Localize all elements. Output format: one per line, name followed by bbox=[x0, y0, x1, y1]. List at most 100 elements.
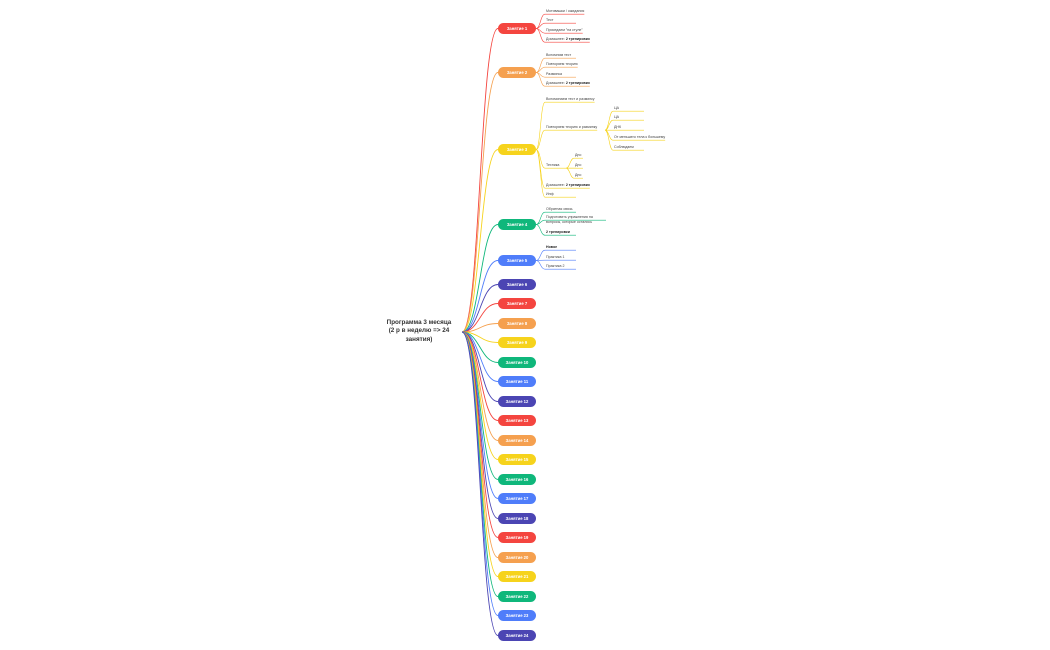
lesson-node-19[interactable]: Занятие 19 bbox=[498, 532, 536, 543]
lesson-node-22[interactable]: Занятие 22 bbox=[498, 591, 536, 602]
lesson-1-leaf-3[interactable]: Приседаем "на стуле" bbox=[546, 28, 583, 32]
lesson-1-leaf-1[interactable]: Мотивашки / ожидания bbox=[546, 9, 585, 13]
homework-prefix: Домашнее: bbox=[546, 37, 566, 41]
root-link-20 bbox=[461, 331, 499, 558]
lesson-node-14[interactable]: Занятие 14 bbox=[498, 435, 536, 446]
lesson-3-theory-child-2[interactable]: ЦА bbox=[614, 115, 620, 119]
lesson-3-theory-child-5[interactable]: Соблюдаем bbox=[614, 145, 634, 149]
root-link-1 bbox=[461, 28, 499, 333]
homework-bold: 2 тренировки bbox=[546, 230, 570, 234]
lesson-1-leaf-2-link bbox=[535, 22, 546, 29]
lesson-5-leaf-1-link bbox=[535, 249, 546, 261]
root-topic-line-3: занятия) bbox=[405, 335, 433, 343]
lesson-3-leaf-bottom-link bbox=[535, 149, 546, 198]
lesson-3-theory-child-5-link bbox=[604, 129, 614, 151]
lesson-3-technique-child-2[interactable]: Дно bbox=[575, 163, 582, 167]
homework-prefix: Домашнее: bbox=[546, 81, 566, 85]
lesson-node-21[interactable]: Занятие 21 bbox=[498, 571, 536, 582]
root-link-22 bbox=[461, 331, 499, 597]
lesson-2-leaf-2[interactable]: Повторяем теорию bbox=[546, 62, 578, 66]
lesson-node-18[interactable]: Занятие 18 bbox=[498, 513, 536, 524]
root-link-5 bbox=[461, 260, 499, 333]
lesson-node-24[interactable]: Занятие 24 bbox=[498, 630, 536, 641]
lesson-node-16[interactable]: Занятие 16 bbox=[498, 474, 536, 485]
lesson-3-leaf-top-link bbox=[535, 101, 546, 150]
homework-bold: 2 тренировки bbox=[565, 81, 590, 85]
root-link-10 bbox=[461, 331, 499, 363]
root-link-7 bbox=[461, 303, 499, 333]
lesson-1-leaf-1-link bbox=[535, 13, 546, 29]
lesson-3-technique-child-1-link bbox=[565, 157, 575, 169]
lesson-3-theory-child-1[interactable]: ЦА bbox=[614, 106, 620, 110]
lesson-3-theory-child-2-link bbox=[604, 119, 614, 131]
homework-bold: 2 тренировки bbox=[565, 37, 590, 41]
lesson-2-homework[interactable]: Домашнее: 2 тренировки bbox=[546, 81, 590, 86]
lesson-1-homework[interactable]: Домашнее: 2 тренировки bbox=[546, 37, 590, 42]
root-link-8 bbox=[461, 323, 499, 333]
root-topic[interactable]: Программа 3 месяца (2 р в неделю => 24 з… bbox=[378, 319, 460, 344]
lesson-4-homework[interactable]: 2 тренировки bbox=[546, 230, 570, 235]
lesson-2-leaf-3-link bbox=[535, 72, 546, 78]
lesson-4-homework-link bbox=[535, 224, 546, 236]
lesson-node-10[interactable]: Занятие 10 bbox=[498, 357, 536, 368]
lesson-5-leaf-3[interactable]: Практика 2 bbox=[546, 264, 565, 268]
root-link-9 bbox=[461, 331, 499, 343]
root-link-23 bbox=[461, 331, 499, 616]
lesson-3-theory-child-4[interactable]: От меньшего тела к большему bbox=[614, 135, 666, 139]
lesson-2-leaf-3[interactable]: Разминка bbox=[546, 72, 562, 76]
lesson-4-leaf-2[interactable]: Подготовить упражнения на вопросы, котор… bbox=[546, 215, 593, 224]
lesson-node-20[interactable]: Занятие 20 bbox=[498, 552, 536, 563]
root-link-14 bbox=[461, 331, 499, 441]
homework-bold: 2 тренировки bbox=[565, 183, 590, 187]
lesson-node-23[interactable]: Занятие 23 bbox=[498, 610, 536, 621]
root-topic-line-1: Программа 3 месяца bbox=[386, 319, 452, 326]
lesson-3-homework-link bbox=[535, 149, 546, 189]
lesson-2-leaf-2-link bbox=[535, 66, 546, 73]
lesson-2-homework-link bbox=[535, 72, 546, 87]
lesson-3-technique-child-3-link bbox=[565, 167, 575, 179]
lesson-4-leaf-1[interactable]: Обратная связь bbox=[546, 207, 573, 211]
lesson-node-3[interactable]: Занятие 3 bbox=[498, 144, 536, 155]
homework-prefix: Домашнее: bbox=[546, 183, 566, 187]
root-link-21 bbox=[461, 331, 499, 577]
root-link-3 bbox=[461, 149, 499, 333]
lesson-node-9[interactable]: Занятие 9 bbox=[498, 337, 536, 348]
lesson-2-leaf-1[interactable]: Вспомним тест bbox=[546, 53, 572, 57]
lesson-3-homework[interactable]: Домашнее: 2 тренировки bbox=[546, 183, 590, 188]
lesson-4-leaf-2-link bbox=[535, 219, 546, 225]
lesson-3-technique-child-1[interactable]: Дно bbox=[575, 153, 582, 157]
lesson-1-leaf-2[interactable]: Тест bbox=[546, 18, 554, 22]
lesson-3-group-theory[interactable]: Повторяем теорию и разминку bbox=[546, 125, 598, 129]
root-link-11 bbox=[461, 331, 499, 382]
lesson-3-group-technique[interactable]: Техника bbox=[546, 163, 560, 167]
lesson-node-17[interactable]: Занятие 17 bbox=[498, 493, 536, 504]
root-link-24 bbox=[461, 331, 499, 636]
lesson-node-15[interactable]: Занятие 15 bbox=[498, 454, 536, 465]
lesson-node-12[interactable]: Занятие 12 bbox=[498, 396, 536, 407]
lesson-5-new: Новое bbox=[546, 245, 558, 249]
lesson-3-theory-child-1-link bbox=[604, 110, 614, 131]
lesson-3-leaf-top[interactable]: Вспоминаем тест и разминку bbox=[546, 97, 595, 101]
lesson-1-homework-link bbox=[535, 28, 546, 43]
lesson-5-leaf-1[interactable]: Новое bbox=[546, 245, 557, 250]
lesson-node-1[interactable]: Занятие 1 bbox=[498, 23, 536, 34]
root-topic-line-2: (2 р в неделю => 24 bbox=[388, 327, 450, 335]
lesson-3-technique-child-3[interactable]: Дно bbox=[575, 173, 582, 177]
lesson-3-theory-child-3[interactable]: ДНК bbox=[614, 125, 622, 129]
lesson-3-theory-child-4-link bbox=[604, 129, 614, 141]
lesson-node-2[interactable]: Занятие 2 bbox=[498, 67, 536, 78]
lesson-3-group-technique-link bbox=[535, 149, 546, 169]
lesson-node-4[interactable]: Занятие 4 bbox=[498, 219, 536, 230]
lesson-3-leaf-bottom[interactable]: Инф bbox=[546, 192, 554, 196]
lesson-node-6[interactable]: Занятие 6 bbox=[498, 279, 536, 290]
lesson-node-5[interactable]: Занятие 5 bbox=[498, 255, 536, 266]
root-link-15 bbox=[461, 331, 499, 460]
lesson-node-11[interactable]: Занятие 11 bbox=[498, 376, 536, 387]
lesson-node-8[interactable]: Занятие 8 bbox=[498, 318, 536, 329]
lesson-node-7[interactable]: Занятие 7 bbox=[498, 298, 536, 309]
lesson-4-leaf-1-link bbox=[535, 211, 546, 225]
lesson-node-13[interactable]: Занятие 13 bbox=[498, 415, 536, 426]
root-link-19 bbox=[461, 331, 499, 538]
lesson-5-leaf-2[interactable]: Практика 1 bbox=[546, 255, 565, 259]
